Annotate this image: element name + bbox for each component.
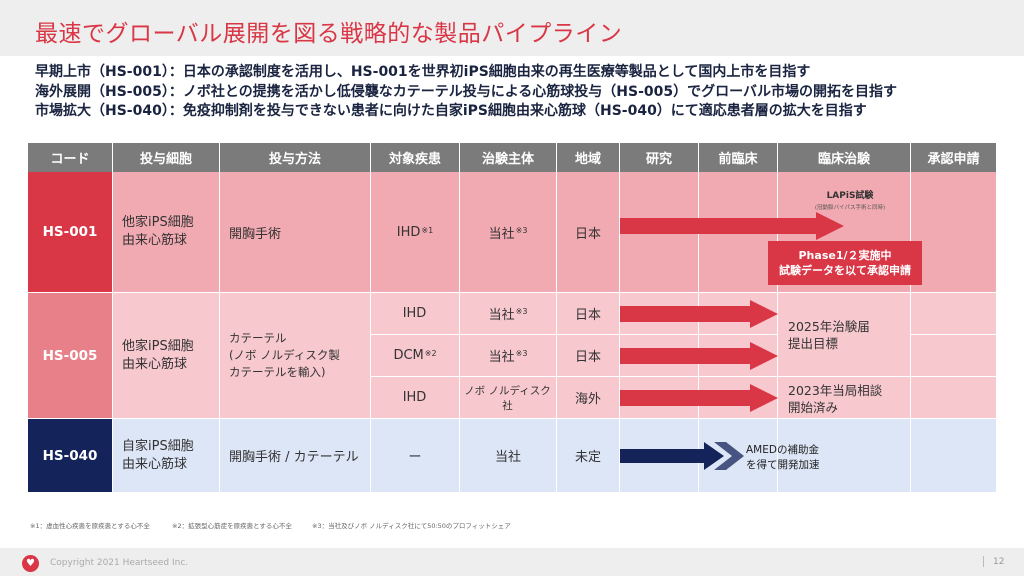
header-approval: 承認申請 <box>911 143 996 172</box>
subtitle-list: 早期上市（HS-001）：日本の承認制度を活用し、HS-001を世界初iPS細胞… <box>35 63 897 122</box>
header-cells: 投与細胞 <box>113 143 220 172</box>
row-hs040-code: HS-040 <box>28 419 113 493</box>
phase-line-2: 試験データを以て承認申請 <box>779 264 911 277</box>
header-code: コード <box>28 143 113 172</box>
row-hs001-code: HS-001 <box>28 172 113 293</box>
amed-note: AMEDの補助金 を得て開発加速 <box>746 444 820 471</box>
hs005a-progress-arrow <box>620 300 778 328</box>
title-band <box>0 0 1024 56</box>
subtitle-overseas: 海外展開（HS-005）：ノボ社との提携を活かし低侵襲なカテーテル投与による心筋… <box>35 83 897 100</box>
row-hs005c-disease: IHD <box>371 377 460 419</box>
hs040-progress-arrow <box>620 442 744 470</box>
row-hs040-method: 開胸手術 / カテーテル <box>220 419 371 493</box>
heart-icon: ♥ <box>22 555 39 572</box>
row-hs005ab-clinical <box>778 293 911 377</box>
header-sponsor: 治験主体 <box>460 143 557 172</box>
phase-status-box: Phase1/２実施中 試験データを以て承認申請 <box>768 241 922 285</box>
row-hs005c-region: 海外 <box>557 377 620 419</box>
row-hs005-method: カテーテル (ノボ ノルディスク製 カテーテルを輸入) <box>220 293 371 419</box>
lapis-subtitle: (冠動脈バイパス手術と同時) <box>814 205 886 211</box>
row-hs005a-sponsor: 当社 ※3 <box>460 293 557 335</box>
row-hs005-cells: 他家iPS細胞 由来心筋球 <box>113 293 220 419</box>
row-hs005a-disease: IHD <box>371 293 460 335</box>
lapis-title: LAPiS試験 <box>826 191 874 201</box>
row-hs005c-approval <box>911 377 996 419</box>
row-hs005a-region: 日本 <box>557 293 620 335</box>
hs001-progress-arrow <box>620 212 844 240</box>
hs005-overseas-note: 2023年当局相談 開始済み <box>788 383 883 415</box>
row-hs001-cells: 他家iPS細胞 由来心筋球 <box>113 172 220 293</box>
row-hs005b-region: 日本 <box>557 335 620 377</box>
page-number: 12 <box>993 557 1005 567</box>
header-preclinical: 前臨床 <box>699 143 778 172</box>
row-hs040-cells: 自家iPS細胞 由来心筋球 <box>113 419 220 493</box>
hs005c-progress-arrow <box>620 384 778 412</box>
header-research: 研究 <box>620 143 699 172</box>
row-hs040-approval <box>911 419 996 493</box>
header-disease: 対象疾患 <box>371 143 460 172</box>
row-hs005a-approval <box>911 293 996 335</box>
footnote-3: ※3：当社及びノボ ノルディスク社にて50:50のプロフィットシェア <box>312 522 511 530</box>
copyright: Copyright 2021 Heartseed Inc. <box>50 558 189 568</box>
subtitle-market-expansion: 市場拡大（HS-040）：免疫抑制剤を投与できない患者に向けた自家iPS細胞由来… <box>35 103 867 119</box>
row-hs005b-sponsor: 当社 ※3 <box>460 335 557 377</box>
row-hs040-region: 未定 <box>557 419 620 493</box>
page-title: 最速でグローバル展開を図る戦略的な製品パイプライン <box>35 21 623 47</box>
hs005b-progress-arrow <box>620 342 778 370</box>
row-hs005-code: HS-005 <box>28 293 113 419</box>
row-hs001-method: 開胸手術 <box>220 172 371 293</box>
header-method: 投与方法 <box>220 143 371 172</box>
row-hs001-region: 日本 <box>557 172 620 293</box>
row-hs005b-approval <box>911 335 996 377</box>
row-hs040-disease: ー <box>371 419 460 493</box>
lapis-trial-label: LAPiS試験 (冠動脈バイパス手術と同時) <box>800 188 900 211</box>
footer-band <box>0 548 1024 576</box>
row-hs001-sponsor: 当社 ※3 <box>460 172 557 293</box>
row-hs040-clinical <box>778 419 911 493</box>
header-region: 地域 <box>557 143 620 172</box>
row-hs040-sponsor: 当社 <box>460 419 557 493</box>
row-hs001-disease: IHD ※1 <box>371 172 460 293</box>
phase-line-1: Phase1/２実施中 <box>798 249 892 262</box>
row-hs001-approval <box>911 172 996 293</box>
footnote-1: ※1：虚血性心疾患を原疾患とする心不全 <box>30 522 150 530</box>
footnote-2: ※2：拡張型心筋症を原疾患とする心不全 <box>172 522 292 530</box>
row-hs005c-sponsor: ノボ ノルディスク社 <box>460 377 557 419</box>
hs005-target-note: 2025年治験届 提出目標 <box>788 319 870 351</box>
header-clinical: 臨床治験 <box>778 143 911 172</box>
subtitle-early-launch: 早期上市（HS-001）：日本の承認制度を活用し、HS-001を世界初iPS細胞… <box>35 64 811 80</box>
row-hs005c-clinical <box>778 377 911 419</box>
page-separator <box>983 556 984 567</box>
row-hs005b-disease: DCM ※2 <box>371 335 460 377</box>
